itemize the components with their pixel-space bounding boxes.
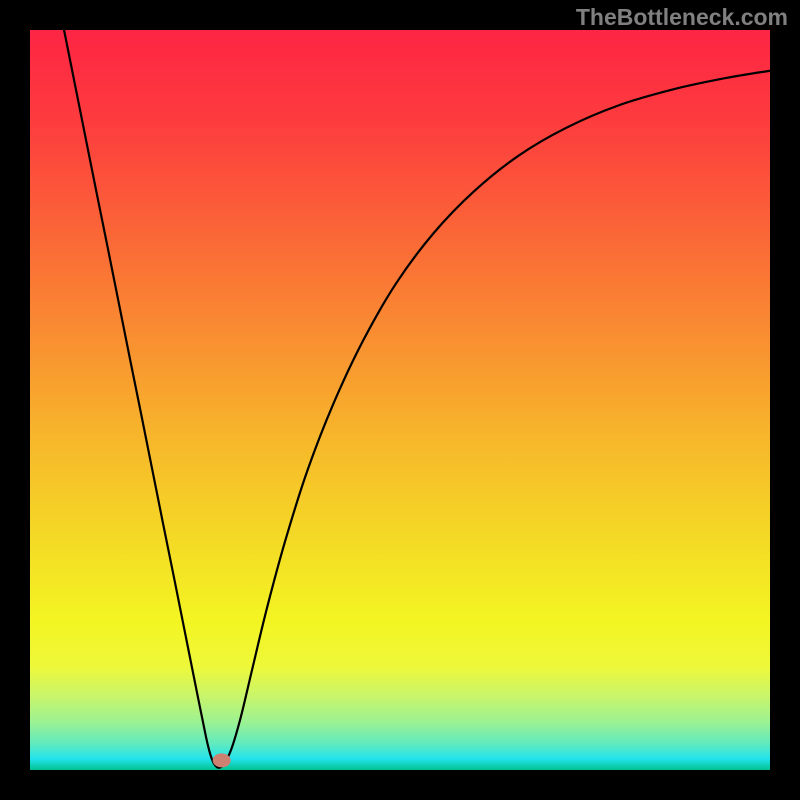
chart-svg bbox=[30, 30, 770, 770]
gradient-background bbox=[30, 30, 770, 770]
plot-area bbox=[30, 30, 770, 770]
min-marker bbox=[213, 753, 231, 767]
watermark-text: TheBottleneck.com bbox=[576, 4, 788, 31]
